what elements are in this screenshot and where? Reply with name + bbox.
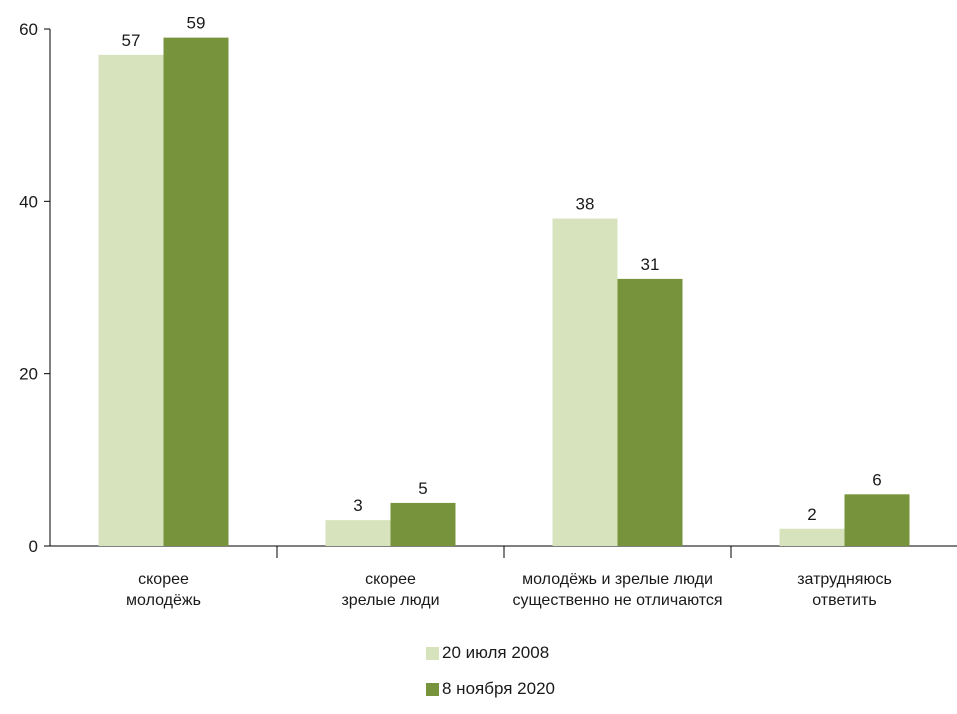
data-label: 5 xyxy=(418,479,427,498)
category-labels: скорее молодёжь скорее зрелые люди молодёжь … xyxy=(126,571,892,609)
bar-series-2-cat-2 xyxy=(390,502,456,546)
legend-swatch-series-2 xyxy=(426,682,439,696)
y-axis: 0 20 40 60 xyxy=(19,20,51,556)
legend: 20 июля 2008 8 ноября 2020 xyxy=(426,642,555,714)
category-label: скорее xyxy=(365,571,416,588)
category-label: молодёжь xyxy=(126,592,201,609)
bar-series-1-cat-1 xyxy=(98,54,164,546)
data-label: 38 xyxy=(576,195,595,214)
category-label: скорее xyxy=(138,571,189,588)
data-label: 3 xyxy=(353,496,362,515)
y-tick-label: 0 xyxy=(29,537,38,556)
category-label: ответить xyxy=(812,592,877,609)
data-label: 59 xyxy=(187,14,206,33)
bars xyxy=(98,37,910,547)
data-labels: 57 59 3 5 38 31 2 6 xyxy=(122,14,882,524)
bar-series-1-cat-2 xyxy=(325,520,391,546)
category-label: молодёжь и зрелые люди xyxy=(522,571,713,588)
data-label: 57 xyxy=(122,31,141,50)
data-label: 2 xyxy=(807,505,816,524)
category-label: существенно не отличаются xyxy=(512,592,722,609)
legend-item-series-1: 20 июля 2008 xyxy=(426,642,555,664)
data-label: 6 xyxy=(872,470,881,489)
legend-label-series-1: 20 июля 2008 xyxy=(442,643,550,662)
y-tick-label: 40 xyxy=(19,192,38,211)
category-label: затрудняюсь xyxy=(797,571,892,588)
bar-series-2-cat-3 xyxy=(617,278,683,546)
y-tick-label: 20 xyxy=(19,365,38,384)
x-axis xyxy=(50,545,957,558)
legend-item-series-2: 8 ноября 2020 xyxy=(426,678,555,700)
category-label: зрелые люди xyxy=(341,592,439,609)
legend-swatch-series-1 xyxy=(426,646,439,660)
bar-series-2-cat-4 xyxy=(844,494,910,546)
bar-series-2-cat-1 xyxy=(163,37,229,546)
legend-label-series-2: 8 ноября 2020 xyxy=(442,679,555,698)
y-tick-label: 60 xyxy=(19,20,38,39)
bar-series-1-cat-3 xyxy=(552,218,618,547)
bar-series-1-cat-4 xyxy=(779,528,845,546)
data-label: 31 xyxy=(641,255,660,274)
